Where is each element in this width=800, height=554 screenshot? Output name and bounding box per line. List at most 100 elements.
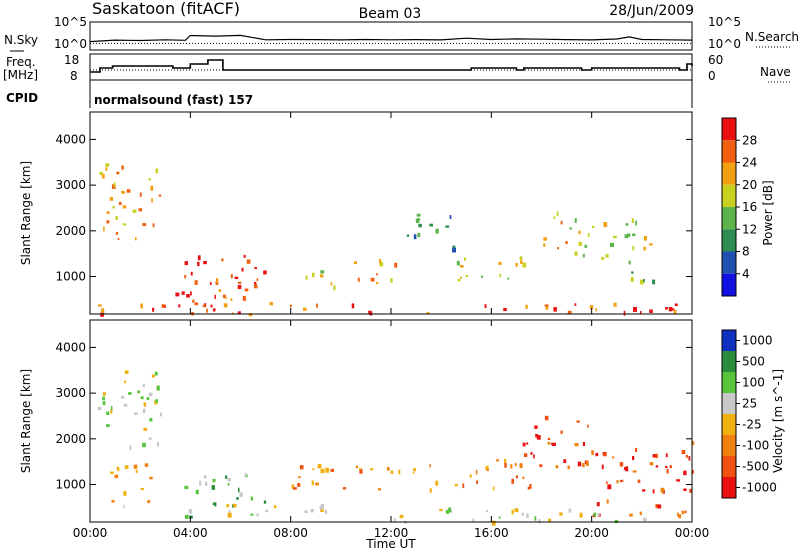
data-cell-r0-8 (122, 205, 127, 209)
nsky-series (89, 34, 693, 43)
velocity-colorbar (721, 329, 737, 499)
data-cell-r7-38 (625, 466, 629, 472)
data-cell-r2-23 (256, 513, 259, 517)
data-cell-r8-4 (643, 236, 647, 241)
data-cell-r1-29 (256, 278, 259, 282)
data-cell-r0-19 (102, 401, 106, 406)
data-cell-r7-23 (642, 489, 646, 492)
data-cell-r6-17 (585, 461, 589, 466)
y-tick-label-0: 1000 (55, 270, 86, 284)
data-cell-r2-10 (230, 274, 233, 279)
data-cell-r7-40 (603, 452, 607, 457)
data-cell-r8-21 (445, 509, 450, 514)
data-cell-r10-2 (100, 312, 104, 317)
data-cell-r7-46 (595, 452, 599, 457)
data-cell-r0-26 (102, 396, 105, 401)
data-cell-r10-36 (100, 310, 105, 314)
data-cell-r3-9 (227, 512, 232, 518)
data-cell-r7-43 (655, 453, 658, 458)
data-cell-r6-12 (547, 442, 551, 445)
data-cell-r2-2 (241, 267, 244, 272)
data-cell-r3-4 (273, 505, 277, 509)
data-cell-r0-24 (124, 380, 127, 384)
time-axis-label: Time UT (365, 537, 416, 551)
data-cell-r4-5 (398, 469, 401, 475)
data-cell-r1-11 (111, 499, 115, 503)
data-cell-r1-0 (147, 500, 151, 504)
data-cell-r1-15 (206, 308, 208, 313)
data-cell-r1-2 (140, 488, 145, 491)
data-cell-r6-8 (498, 261, 502, 265)
data-cell-r7-6 (556, 211, 559, 217)
power-colorbar-tick-label-2: 12 (742, 222, 757, 236)
data-cell-r8-20 (439, 508, 443, 512)
data-cell-r10-33 (303, 307, 307, 311)
data-cell-r8-16 (491, 520, 496, 526)
data-cell-r8-8 (626, 233, 631, 237)
freq-tick-high: 18 (64, 53, 79, 67)
data-cell-r10-1 (503, 308, 507, 312)
data-cell-r7-24 (601, 464, 604, 470)
data-cell-r6-1 (555, 465, 559, 469)
data-cell-r4-6 (357, 277, 360, 282)
data-cell-r7-3 (553, 216, 556, 219)
power-colorbar (721, 117, 737, 297)
data-cell-r4-16 (293, 487, 297, 490)
power-colorbar-tick-label-6: 28 (742, 133, 757, 147)
data-cell-r2-4 (242, 296, 246, 301)
data-cell-r6-9 (522, 262, 527, 268)
y-tick-label-2: 3000 (55, 386, 86, 400)
data-cell-r10-37 (673, 309, 677, 315)
data-cell-r0-2 (105, 167, 108, 171)
data-cell-r5-5 (522, 476, 525, 479)
data-cell-r2-21 (185, 514, 189, 519)
power-y-axis-label: Slant Range [km] (19, 161, 33, 265)
data-cell-r4-12 (330, 468, 334, 472)
data-cell-r8-13 (394, 518, 396, 523)
data-cell-r2-10 (227, 483, 230, 486)
data-cell-r2-18 (184, 485, 189, 490)
data-cell-r0-1 (142, 442, 146, 448)
data-cell-r10-41 (484, 304, 487, 308)
data-cell-r7-37 (632, 456, 635, 461)
data-cell-r7-12 (691, 470, 694, 474)
velocity-colorbar-swatch-0 (722, 330, 736, 351)
data-cell-r7-25 (683, 488, 687, 491)
data-cell-r4-10 (298, 476, 301, 479)
velocity-colorbar-swatch-2 (722, 372, 736, 393)
data-cell-r2-17 (244, 473, 247, 477)
power-colorbar-swatch-3 (722, 184, 736, 207)
data-cell-r5-7 (510, 464, 513, 469)
data-cell-r2-8 (218, 289, 221, 292)
data-cell-r8-3 (643, 517, 647, 521)
data-cell-r4-23 (387, 467, 390, 471)
data-cell-r6-3 (499, 273, 502, 278)
data-cell-r1-12 (243, 254, 246, 258)
data-cell-r1-18 (194, 280, 198, 285)
data-cell-r0-20 (143, 402, 147, 407)
data-cell-r8-25 (579, 512, 583, 518)
data-cell-r8-17 (610, 242, 614, 247)
nsearch-tick-low: 10^0 (708, 37, 741, 51)
cpid-value: normalsound (fast) 157 (94, 93, 253, 107)
data-cell-r7-29 (637, 479, 641, 483)
data-cell-r10-4 (316, 303, 318, 308)
power-colorbar-ticks: 4 8 12 16 20 24 28 (736, 133, 757, 281)
data-cell-r7-19 (623, 467, 626, 471)
data-cell-r1-19 (223, 294, 226, 299)
data-cell-r0-9 (124, 370, 129, 374)
y-tick-label-3: 4000 (55, 340, 86, 354)
data-cell-r3-5 (310, 508, 314, 513)
data-cell-r10-39 (248, 313, 253, 317)
time-tick-label-6: 00:00 (675, 526, 710, 540)
data-cell-r5-12 (519, 463, 523, 469)
data-cell-r10-9 (665, 307, 668, 310)
data-cell-r0-16 (152, 223, 155, 228)
data-cell-r8-13 (603, 222, 608, 227)
data-cell-r6-16 (581, 463, 585, 468)
nave-tick-low: 0 (708, 69, 716, 83)
y-tick-label-3: 4000 (55, 132, 86, 146)
data-cell-r8-7 (574, 251, 578, 256)
data-cell-r6-8 (530, 451, 533, 455)
